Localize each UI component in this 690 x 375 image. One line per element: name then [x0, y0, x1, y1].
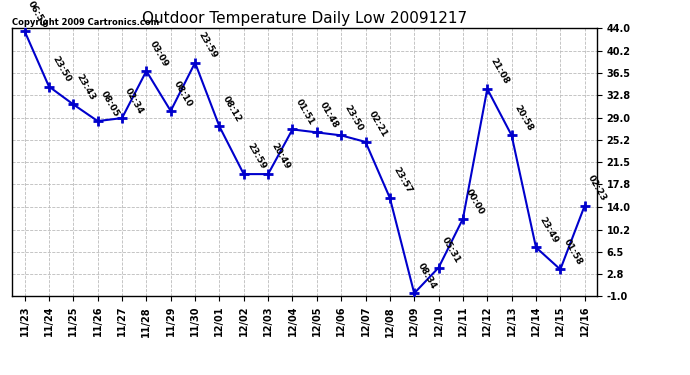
Text: 01:58: 01:58	[562, 237, 584, 267]
Text: 23:50: 23:50	[342, 104, 364, 133]
Text: 05:31: 05:31	[440, 236, 462, 265]
Text: 23:59: 23:59	[245, 142, 267, 171]
Title: Outdoor Temperature Daily Low 20091217: Outdoor Temperature Daily Low 20091217	[142, 10, 467, 26]
Text: 01:48: 01:48	[318, 100, 340, 130]
Text: 08:12: 08:12	[221, 94, 243, 124]
Text: 23:50: 23:50	[50, 54, 72, 84]
Text: 21:08: 21:08	[489, 57, 511, 86]
Text: 23:59: 23:59	[197, 30, 219, 60]
Text: 02:21: 02:21	[367, 110, 389, 139]
Text: 23:49: 23:49	[538, 215, 560, 244]
Text: 02:34: 02:34	[124, 86, 146, 116]
Text: 20:58: 20:58	[513, 104, 535, 133]
Text: 08:05: 08:05	[99, 89, 121, 118]
Text: 02:23: 02:23	[586, 174, 608, 203]
Text: 06:53: 06:53	[26, 0, 48, 28]
Text: 23:57: 23:57	[391, 166, 413, 195]
Text: 08:10: 08:10	[172, 79, 194, 108]
Text: 08:34: 08:34	[415, 261, 437, 291]
Text: 00:00: 00:00	[464, 187, 486, 216]
Text: 03:09: 03:09	[148, 39, 170, 68]
Text: 20:49: 20:49	[270, 142, 292, 171]
Text: 23:43: 23:43	[75, 72, 97, 102]
Text: Copyright 2009 Cartronics.com: Copyright 2009 Cartronics.com	[12, 18, 159, 27]
Text: 01:51: 01:51	[294, 98, 316, 127]
